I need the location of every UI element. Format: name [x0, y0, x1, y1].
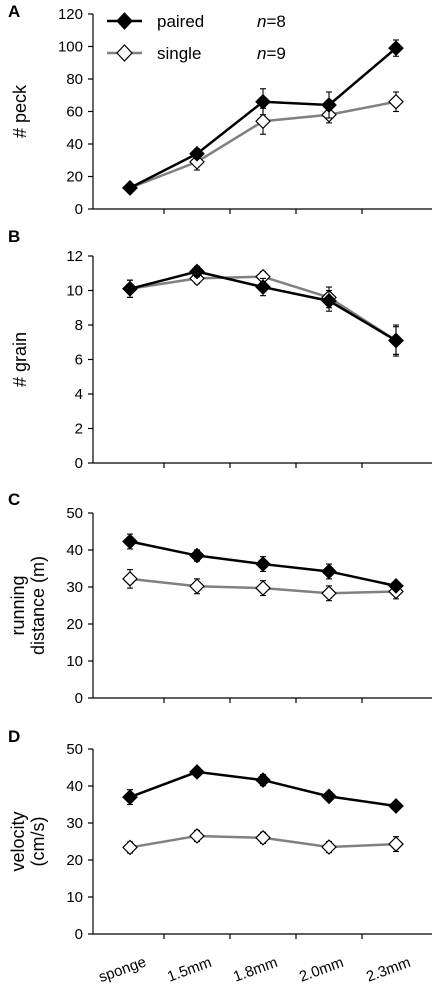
data-point-paired — [255, 556, 271, 572]
x-category-label: sponge — [96, 953, 148, 986]
legend-single-n: n=9 — [257, 44, 286, 63]
panel-letter-b: B — [8, 227, 20, 246]
y-tick-label: 50 — [66, 505, 83, 522]
data-point-paired — [388, 40, 404, 56]
series-paired — [122, 39, 404, 196]
legend-paired-n: n=8 — [257, 12, 286, 31]
data-point-paired — [189, 547, 205, 564]
y-tick-label: 2 — [75, 421, 83, 438]
legend: paired n=8 single n=9 — [107, 12, 286, 63]
data-point-paired — [189, 145, 205, 162]
data-point-single — [321, 839, 337, 855]
data-point-paired — [122, 533, 138, 550]
y-tick-label: 0 — [75, 455, 83, 472]
data-point-single — [122, 571, 138, 587]
y-tick-label: 20 — [66, 616, 83, 633]
data-point-paired — [255, 279, 271, 295]
y-axis-label: velocity(cm/s) — [8, 811, 48, 871]
data-point-paired — [189, 263, 205, 280]
y-tick-label: 30 — [66, 815, 83, 832]
y-tick-label: 4 — [75, 386, 83, 403]
data-point-single — [388, 93, 404, 110]
data-point-single — [189, 578, 205, 595]
series-paired — [122, 533, 404, 594]
data-point-paired — [321, 293, 337, 309]
data-point-single — [321, 585, 337, 602]
x-category-label: 1.5mm — [165, 954, 214, 986]
data-point-single — [189, 828, 205, 844]
panel-c: C 0 10 20 30 40 50 runningdistance (m) — [8, 490, 432, 707]
y-axis-label-line: velocity — [8, 811, 28, 871]
data-point-paired — [255, 93, 271, 110]
series-single — [122, 569, 404, 602]
data-point-paired — [122, 789, 138, 805]
data-point-paired — [321, 97, 337, 113]
legend-paired-marker — [116, 12, 133, 30]
data-point-paired — [388, 798, 404, 814]
series-paired — [122, 263, 404, 355]
panel-a: A 0 20 40 60 80 100 120 # peck — [8, 2, 432, 218]
y-tick-label: 20 — [66, 852, 83, 869]
y-tick-label: 80 — [66, 71, 83, 88]
data-point-single — [189, 154, 205, 170]
legend-single-marker — [116, 44, 133, 62]
data-point-single — [388, 836, 404, 852]
series-paired — [122, 764, 404, 814]
y-tick-label: 40 — [66, 136, 83, 153]
x-category-label: 2.0mm — [297, 954, 346, 986]
panel-letter-c: C — [8, 490, 20, 509]
legend-single-text: single — [157, 44, 201, 63]
y-axis-label: # peck — [10, 84, 30, 138]
y-tick-label: 12 — [66, 248, 83, 265]
x-category-label: 1.8mm — [231, 954, 280, 986]
y-axis-label-line: (cm/s) — [28, 817, 48, 867]
y-tick-label: 6 — [75, 352, 83, 369]
y-tick-label: 0 — [75, 690, 83, 707]
panel-d: D 0 10 20 30 40 50 velocity(cm/s) sponge 1.5mm 1.8… — [8, 727, 432, 986]
y-tick-label: 0 — [75, 201, 83, 218]
data-point-single — [255, 113, 271, 130]
data-point-paired — [255, 772, 271, 788]
data-point-paired — [388, 578, 404, 594]
y-tick-label: 0 — [75, 926, 83, 943]
data-point-paired — [321, 788, 337, 805]
y-tick-label: 100 — [58, 39, 83, 56]
panel-letter-a: A — [8, 2, 20, 21]
series-single — [122, 828, 404, 856]
data-point-paired — [321, 563, 337, 580]
panel-letter-d: D — [8, 727, 20, 746]
y-axis-label: # grain — [10, 332, 30, 387]
y-tick-label: 10 — [66, 889, 83, 906]
panel-b: B 0 2 4 6 8 10 12 # grain — [8, 227, 432, 472]
y-tick-label: 40 — [66, 542, 83, 559]
y-tick-label: 50 — [66, 741, 83, 758]
y-tick-label: 60 — [66, 104, 83, 121]
data-point-single — [122, 839, 138, 856]
data-point-single — [255, 829, 271, 846]
data-point-single — [255, 580, 271, 596]
y-tick-label: 120 — [58, 6, 83, 23]
data-point-paired — [122, 180, 138, 196]
y-tick-label: 10 — [66, 653, 83, 670]
data-point-paired — [388, 332, 404, 349]
y-tick-label: 8 — [75, 317, 83, 334]
y-tick-label: 20 — [66, 169, 83, 186]
legend-paired-text: paired — [157, 12, 204, 31]
data-point-paired — [189, 764, 205, 780]
y-axis-label-line: distance (m) — [28, 556, 48, 655]
y-tick-label: 40 — [66, 778, 83, 795]
x-category-label: 2.3mm — [364, 954, 413, 986]
y-axis-label: runningdistance (m) — [8, 556, 48, 655]
y-tick-label: 30 — [66, 579, 83, 596]
y-axis-label-line: running — [8, 575, 28, 635]
data-point-paired — [122, 280, 138, 297]
y-tick-label: 10 — [66, 283, 83, 300]
